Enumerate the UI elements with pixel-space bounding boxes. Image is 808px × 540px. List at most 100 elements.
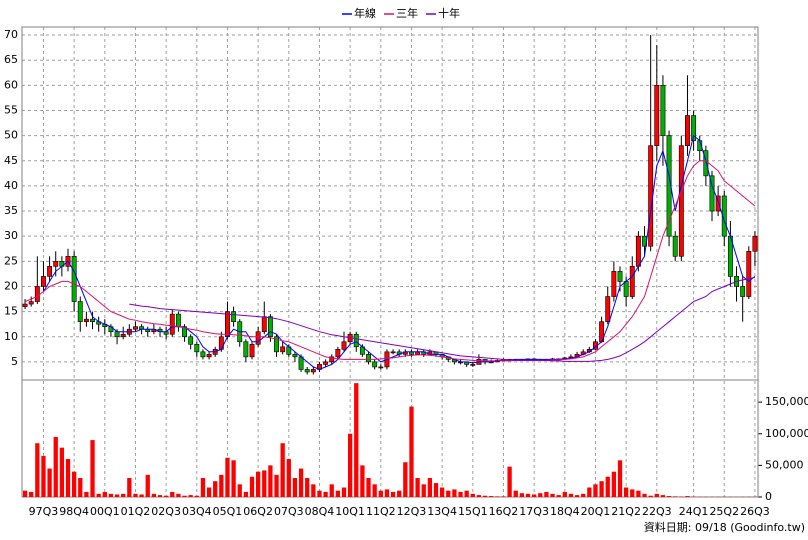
volume-bar [213,481,218,497]
y-tick-label: 5 [11,355,18,368]
x-tick-label: 12Q3 [397,505,427,518]
x-tick-label: 08Q4 [305,505,335,518]
x-tick-label: 13Q4 [427,505,457,518]
volume-bar [384,489,390,497]
candle-body [206,354,212,358]
candle-body [133,326,138,330]
candle-body [267,316,273,338]
volume-bar [452,489,457,497]
volume-bar [298,468,304,497]
volume-bar [268,465,273,497]
volume-bar [366,478,371,497]
volume-bar [433,483,439,497]
candle-body [611,271,617,297]
volume-bar [666,496,672,497]
volume-bar [78,478,83,497]
volume-bar [139,494,144,497]
x-tick-label: 20Q1 [581,505,611,518]
y-tick-label: 45 [4,154,18,167]
candle-body [378,366,384,369]
volume-bar [685,496,690,497]
x-tick-label: 17Q3 [519,505,549,518]
volume-bar [605,476,610,497]
volume-bar [108,493,114,497]
x-tick-label: 22Q3 [642,505,672,518]
candle-body [175,313,181,327]
candle-body [715,195,721,212]
candle-body [255,331,261,345]
candle-body [231,311,237,322]
candle-body [200,351,206,358]
volume-bar [286,459,291,497]
volume-bar [482,495,488,497]
volume-bar [574,495,580,497]
candle-body [28,301,34,305]
candle-body [225,311,230,338]
candle-body [114,331,120,338]
candle-body [629,266,635,297]
legend-label: 十年 [438,6,460,20]
volume-bar [531,494,537,497]
volume-bar [347,433,353,497]
candle-body [292,354,298,358]
x-tick-label: 26Q3 [740,505,770,518]
volume-bar [489,496,494,497]
candle-body [660,85,666,136]
volume-bar [660,495,666,497]
x-tick-label: 07Q3 [274,505,304,518]
volume-bar [581,493,586,497]
volume-bar [29,491,34,497]
volume-bar [562,491,567,497]
candle-body [605,296,611,322]
volume-bar [317,490,322,497]
volume-bar [409,406,414,497]
volume-bar [41,455,46,497]
volume-bar [599,481,604,497]
x-tick-label: 24Q1 [679,505,709,518]
volume-bar [611,471,617,497]
volume-bar [280,443,285,497]
ma-line [43,134,756,370]
candle-body [635,235,641,267]
candle-body [243,341,249,358]
volume-bar [464,490,469,497]
volume-bar [470,493,475,497]
volume-bar [121,493,126,497]
candle-body [335,349,341,358]
candle-body [34,286,40,302]
candle-body [188,336,194,345]
y-tick-label: 10 [4,330,18,343]
candle-body [249,343,255,358]
candle-body [691,115,697,141]
candle-body [47,266,53,277]
volume-bar [262,470,267,497]
candle-body [71,255,77,302]
volume-bar [194,495,199,497]
y-tick-label: 55 [4,103,18,116]
x-tick-label: 06Q2 [243,505,273,518]
volume-bar [636,490,641,497]
candle-body [329,356,335,363]
volume-bar [219,474,224,497]
candle-body [218,336,224,350]
volume-bar [335,490,341,497]
volume-bar [145,474,150,497]
volume-bar [96,493,101,497]
volume-bar [525,493,531,497]
volume-bar [519,493,525,497]
volume-bar [654,493,659,497]
volume-bar [243,491,249,497]
volume-bar [225,457,230,497]
volume-bar [170,491,175,497]
candle-body [261,316,267,333]
volume-bar [507,466,512,497]
candle-body [353,333,359,348]
x-tick-label: 05Q1 [213,505,243,518]
candle-body [83,318,89,322]
volume-bar [593,484,598,497]
volume-bar [102,491,107,497]
volume-bar [648,495,653,497]
y2-tick-label: 100,000 [765,427,808,440]
volume-bar [617,460,623,497]
candle-body [341,341,347,350]
